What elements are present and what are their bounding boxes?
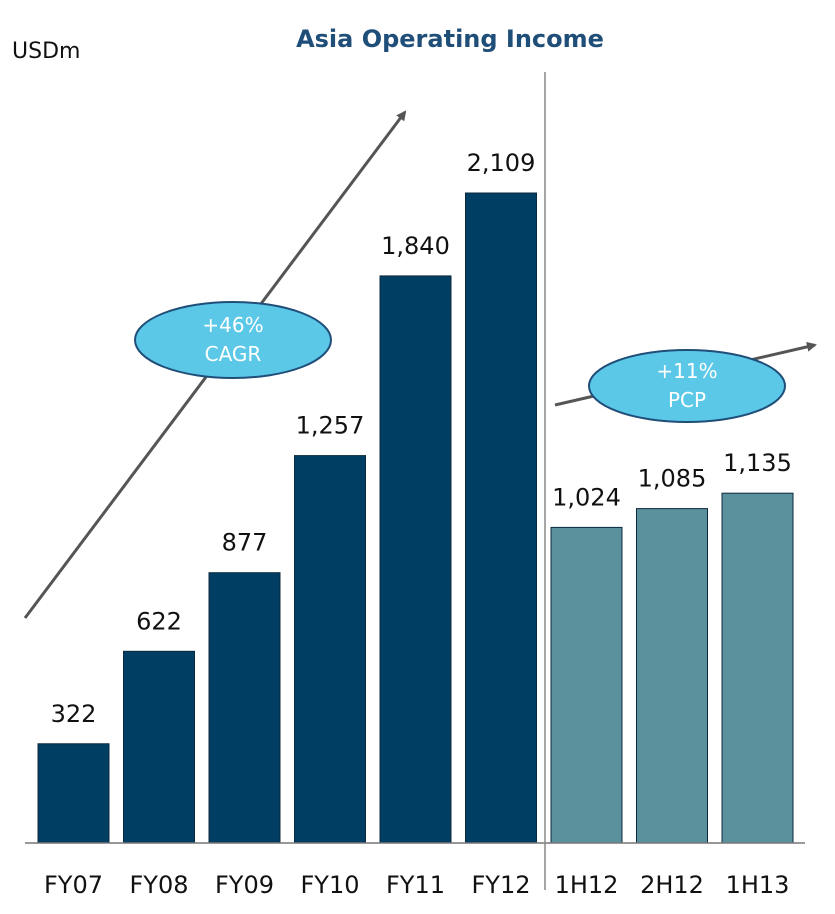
category-label-fy07: FY07	[44, 871, 103, 899]
value-label-fy07: 322	[51, 700, 97, 728]
category-labels: FY07 FY08 FY09 FY10 FY11 FY12 1H12 2H12 1H13	[44, 871, 789, 899]
bar-fy10	[294, 455, 366, 844]
pcp-bubble-value: +11%	[656, 359, 717, 383]
category-label-fy10: FY10	[300, 871, 359, 899]
pcp-bubble-shape	[588, 349, 786, 423]
value-label-1h13: 1,135	[723, 449, 792, 477]
category-label-fy08: FY08	[129, 871, 188, 899]
cagr-bubble: +46% CAGR	[134, 301, 332, 379]
value-label-1h12: 1,024	[552, 483, 621, 511]
bar-2h12	[636, 508, 708, 844]
bar-1h12	[550, 526, 623, 844]
bar-fy09	[208, 572, 281, 844]
unit-label: USDm	[12, 39, 80, 64]
category-label-fy12: FY12	[471, 871, 530, 899]
category-label-1h12: 1H12	[555, 871, 619, 899]
category-label-2h12: 2H12	[640, 871, 704, 899]
bars	[37, 192, 794, 844]
category-label-fy11: FY11	[386, 871, 445, 899]
value-label-fy08: 622	[136, 607, 182, 635]
value-label-fy10: 1,257	[296, 412, 365, 440]
category-label-1h13: 1H13	[726, 871, 790, 899]
value-label-2h12: 1,085	[638, 465, 707, 493]
bar-fy07	[37, 743, 110, 844]
value-label-fy09: 877	[222, 529, 268, 557]
cagr-bubble-label: CAGR	[205, 342, 262, 366]
chart-title: Asia Operating Income	[296, 25, 604, 53]
value-label-fy11: 1,840	[381, 232, 450, 260]
bar-fy12	[465, 192, 537, 844]
cagr-bubble-shape	[134, 301, 332, 379]
bar-fy08	[123, 650, 195, 844]
value-label-fy12: 2,109	[467, 149, 536, 177]
value-labels: 322 622 877 1,257 1,840 2,109 1,024 1,085 1,135	[51, 149, 792, 728]
category-label-fy09: FY09	[215, 871, 274, 899]
pcp-bubble: +11% PCP	[588, 349, 786, 423]
bar-fy11	[379, 275, 452, 844]
bar-1h13	[721, 492, 794, 844]
pcp-bubble-label: PCP	[668, 388, 706, 412]
cagr-bubble-value: +46%	[202, 313, 263, 337]
